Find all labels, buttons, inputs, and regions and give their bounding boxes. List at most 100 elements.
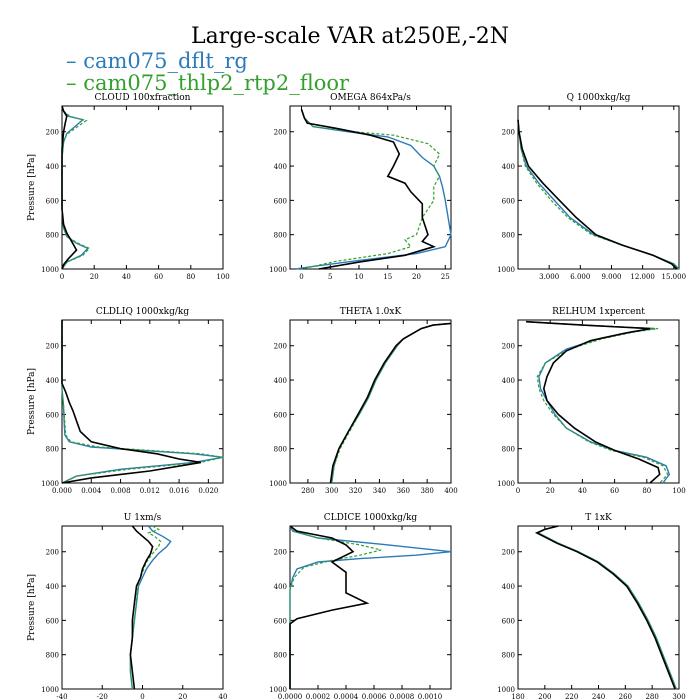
x-tick-label: 20 — [178, 693, 187, 700]
series-line-2 — [129, 525, 154, 690]
panel-frame — [517, 105, 680, 270]
y-tick-label: 800 — [274, 446, 287, 454]
x-tick-label: 20 — [546, 487, 555, 495]
y-tick-label: 800 — [46, 446, 59, 454]
x-tick-label: 0.0004 — [334, 693, 359, 700]
series-line-0 — [289, 525, 452, 689]
panel-title: CLDLIQ 1000xkg/kg — [96, 307, 190, 317]
x-tick-label: 6.000 — [570, 273, 590, 281]
y-tick-label: 800 — [274, 232, 287, 240]
panel-frame — [289, 525, 452, 690]
y-tick-label: 800 — [502, 652, 515, 660]
x-tick-label: 0.0002 — [306, 693, 331, 700]
panel-title: RELHUM 1xpercent — [552, 307, 645, 317]
panel-4: THETA 1.0xK 200 400 600 800 1000 280 300 320 340 3… — [269, 307, 458, 495]
x-tick-label: 80 — [186, 273, 195, 281]
y-tick-label: 800 — [274, 652, 287, 660]
y-tick-label: 400 — [274, 377, 287, 385]
x-tick-label: 380 — [420, 487, 433, 495]
y-tick-label: 800 — [46, 232, 59, 240]
x-tick-label: 100 — [672, 487, 685, 495]
x-tick-label: 80 — [642, 487, 651, 495]
legend-entry-floor: – cam075_thlp2_rtp2_floor — [66, 71, 349, 95]
x-tick-label: 20 — [90, 273, 99, 281]
panel-frame — [289, 319, 452, 484]
y-tick-label: 800 — [46, 652, 59, 660]
x-tick-label: 12.000 — [630, 273, 655, 281]
legend-label-floor: cam075_thlp2_rtp2_floor — [83, 71, 350, 95]
series-line-1 — [300, 109, 441, 270]
x-tick-label: 40 — [219, 693, 228, 700]
x-tick-label: 280 — [645, 693, 658, 700]
x-tick-label: 0.0000 — [278, 693, 303, 700]
x-tick-label: 0 — [299, 273, 303, 281]
figure-title: Large-scale VAR at250E,-2N — [190, 24, 510, 49]
series-line-0 — [331, 322, 452, 484]
y-tick-label: 1000 — [41, 686, 59, 694]
x-tick-label: 220 — [565, 693, 578, 700]
x-tick-label: -40 — [56, 693, 67, 700]
x-tick-label: 340 — [373, 487, 386, 495]
x-tick-label: 40 — [122, 273, 131, 281]
series-line-1 — [536, 525, 677, 690]
series-line-2 — [517, 119, 678, 270]
x-tick-label: 0.016 — [169, 487, 190, 495]
y-tick-label: 1000 — [497, 266, 515, 274]
y-tick-label: 1000 — [497, 480, 515, 488]
y-tick-label: 200 — [274, 343, 287, 351]
y-tick-label: 400 — [274, 163, 287, 171]
y-tick-label: 400 — [502, 377, 515, 385]
series-line-0 — [536, 525, 677, 690]
x-tick-label: 15.000 — [662, 273, 687, 281]
y-tick-label: 600 — [274, 617, 287, 625]
x-tick-label: 40 — [578, 487, 587, 495]
y-tick-label: 200 — [502, 343, 515, 351]
y-tick-label: 600 — [46, 411, 59, 419]
series-line-1 — [331, 322, 452, 484]
x-tick-label: 260 — [619, 693, 632, 700]
x-tick-label: 200 — [538, 693, 551, 700]
y-tick-label: 400 — [274, 583, 287, 591]
series-line-0 — [61, 320, 224, 484]
x-tick-label: 300 — [325, 487, 338, 495]
panel-frame — [61, 105, 224, 270]
x-tick-label: 100 — [216, 273, 229, 281]
series-line-1 — [61, 320, 224, 484]
x-tick-label: 0.0006 — [362, 693, 387, 700]
panel-title: THETA 1.0xK — [340, 307, 402, 317]
x-tick-label: 0.020 — [198, 487, 218, 495]
x-tick-label: 10 — [355, 273, 364, 281]
series-line-0 — [61, 105, 89, 270]
x-tick-label: 0 — [516, 487, 520, 495]
panel-title: CLOUD 100xfraction — [95, 93, 191, 103]
y-axis-label: Pressure [hPa] — [27, 574, 37, 641]
x-tick-label: 15 — [383, 273, 392, 281]
panel-title: Q 1000xkg/kg — [567, 93, 631, 103]
panel-title: T 1xK — [585, 513, 612, 523]
x-tick-label: 320 — [349, 487, 362, 495]
x-tick-label: 0.000 — [52, 487, 72, 495]
x-tick-label: 0.0008 — [390, 693, 415, 700]
y-axis-label: Pressure [hPa] — [27, 368, 37, 435]
y-tick-label: 400 — [46, 583, 59, 591]
y-tick-label: 1000 — [269, 686, 287, 694]
series-line-2 — [525, 320, 661, 484]
y-tick-label: 600 — [502, 617, 515, 625]
x-tick-label: 0.0010 — [418, 693, 443, 700]
legend-dash-dflt: – — [66, 49, 84, 73]
x-tick-label: 0 — [140, 693, 144, 700]
y-tick-label: 200 — [274, 129, 287, 137]
y-tick-label: 1000 — [269, 266, 287, 274]
y-tick-label: 600 — [502, 197, 515, 205]
x-tick-label: 60 — [610, 487, 619, 495]
y-tick-label: 400 — [502, 163, 515, 171]
x-tick-label: 25 — [441, 273, 450, 281]
panel-frame — [517, 525, 680, 690]
y-tick-label: 400 — [46, 163, 59, 171]
x-tick-label: 0.004 — [81, 487, 102, 495]
